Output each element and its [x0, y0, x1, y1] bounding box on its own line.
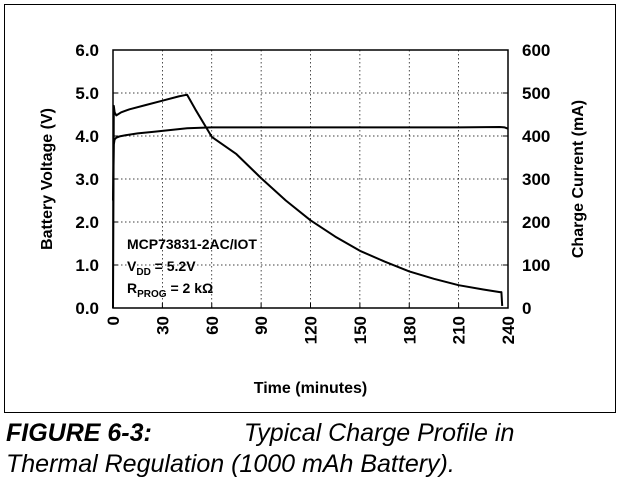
x-tick-label: 240: [499, 316, 518, 344]
x-tick-label: 90: [252, 316, 271, 335]
labels: 0 30 60 90 120 150 180 210 240 0.0 1.0 2.0 3.0 4.0 5.0…: [39, 41, 587, 397]
annotation-rprog-subscript: PROG: [137, 289, 167, 300]
x-tick-label: 150: [351, 316, 370, 344]
y-right-tick-label: 400: [522, 127, 550, 146]
caption-line-2: Thermal Regulation (1000 mAh Battery).: [6, 450, 455, 478]
y-left-tick-label: 5.0: [75, 84, 99, 103]
x-tick-label: 180: [400, 316, 419, 344]
x-tick-label: 0: [104, 316, 123, 325]
figure-frame: 0 30 60 90 120 150 180 210 240 0.0 1.0 2.0 3.0 4.0 5.0…: [4, 4, 616, 413]
annotation-vdd-value: = 5.2V: [151, 258, 196, 274]
annotation-rprog-symbol: R: [127, 280, 137, 296]
annotation-rprog-value: = 2 kΩ: [167, 280, 214, 296]
ticks: [112, 49, 509, 309]
x-tick-label: 120: [302, 316, 321, 344]
y-right-tick-label: 200: [522, 213, 550, 232]
x-tick-label: 30: [153, 316, 172, 335]
annotation-part-number: MCP73831-2AC/IOT: [127, 236, 257, 252]
annotation-vdd-subscript: DD: [136, 267, 150, 278]
chart: 0 30 60 90 120 150 180 210 240 0.0 1.0 2.0 3.0 4.0 5.0…: [39, 41, 587, 397]
y-right-tick-label: 0: [522, 299, 531, 318]
current-series-line: [112, 93, 504, 309]
y-right-tick-label: 500: [522, 84, 550, 103]
x-axis-title: Time (minutes): [254, 380, 368, 397]
y-left-tick-label: 0.0: [75, 299, 99, 318]
caption-line-1: Typical Charge Profile in: [243, 419, 515, 447]
y-left-axis-title: Battery Voltage (V): [39, 108, 56, 250]
annotation-vdd-symbol: V: [127, 258, 137, 274]
y-left-tick-label: 3.0: [75, 170, 99, 189]
x-tick-label: 210: [450, 316, 469, 344]
y-left-tick-label: 6.0: [75, 41, 99, 60]
annotation-rprog: RPROG = 2 kΩ: [127, 280, 213, 300]
y-left-tick-label: 4.0: [75, 127, 99, 146]
series-group: [112, 93, 509, 309]
annotation-vdd: VDD = 5.2V: [127, 258, 196, 278]
figure-caption: FIGURE 6-3: Typical Charge Profile in The…: [6, 418, 620, 480]
y-right-tick-label: 100: [522, 256, 550, 275]
x-tick-label: 60: [203, 316, 222, 335]
figure-number: FIGURE 6-3:: [6, 419, 152, 447]
y-left-tick-label: 2.0: [75, 213, 99, 232]
y-right-tick-label: 600: [522, 41, 550, 60]
y-right-tick-label: 300: [522, 170, 550, 189]
voltage-series-line: [112, 126, 509, 201]
y-right-axis-title: Charge Current (mA): [570, 100, 587, 258]
y-left-tick-label: 1.0: [75, 256, 99, 275]
